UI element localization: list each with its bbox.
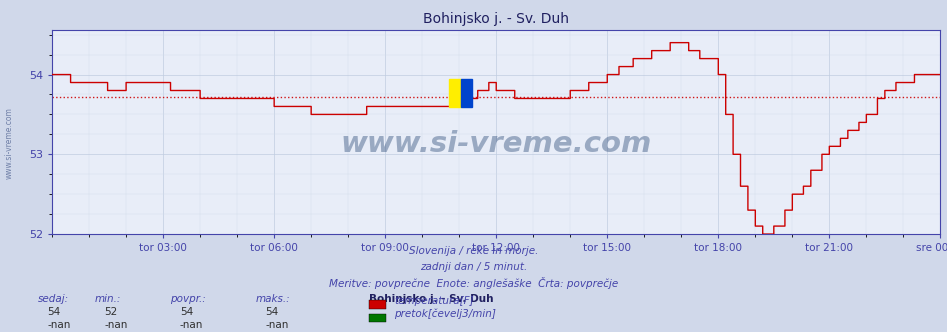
Text: pretok[čevelj3/min]: pretok[čevelj3/min] bbox=[394, 309, 496, 319]
Text: -nan: -nan bbox=[180, 320, 204, 330]
Text: Slovenija / reke in morje.: Slovenija / reke in morje. bbox=[409, 246, 538, 256]
Title: Bohinjsko j. - Sv. Duh: Bohinjsko j. - Sv. Duh bbox=[423, 12, 569, 26]
Text: maks.:: maks.: bbox=[256, 294, 291, 304]
Text: 52: 52 bbox=[104, 307, 117, 317]
Bar bbox=[460, 79, 473, 108]
Text: -nan: -nan bbox=[265, 320, 289, 330]
Text: 54: 54 bbox=[180, 307, 193, 317]
Text: www.si-vreme.com: www.si-vreme.com bbox=[341, 130, 652, 158]
Text: min.:: min.: bbox=[95, 294, 121, 304]
Text: zadnji dan / 5 minut.: zadnji dan / 5 minut. bbox=[420, 262, 527, 272]
Text: sedaj:: sedaj: bbox=[38, 294, 69, 304]
Text: 54: 54 bbox=[265, 307, 278, 317]
Bar bbox=[449, 79, 460, 108]
Text: temperatura[F]: temperatura[F] bbox=[394, 296, 474, 306]
Text: www.si-vreme.com: www.si-vreme.com bbox=[5, 107, 14, 179]
Text: Bohinjsko j. - Sv. Duh: Bohinjsko j. - Sv. Duh bbox=[369, 294, 493, 304]
Text: Meritve: povprečne  Enote: anglešaške  Črta: povprečje: Meritve: povprečne Enote: anglešaške Črt… bbox=[329, 277, 618, 289]
Text: povpr.:: povpr.: bbox=[170, 294, 206, 304]
Text: -nan: -nan bbox=[104, 320, 128, 330]
Text: -nan: -nan bbox=[47, 320, 71, 330]
Text: 54: 54 bbox=[47, 307, 61, 317]
